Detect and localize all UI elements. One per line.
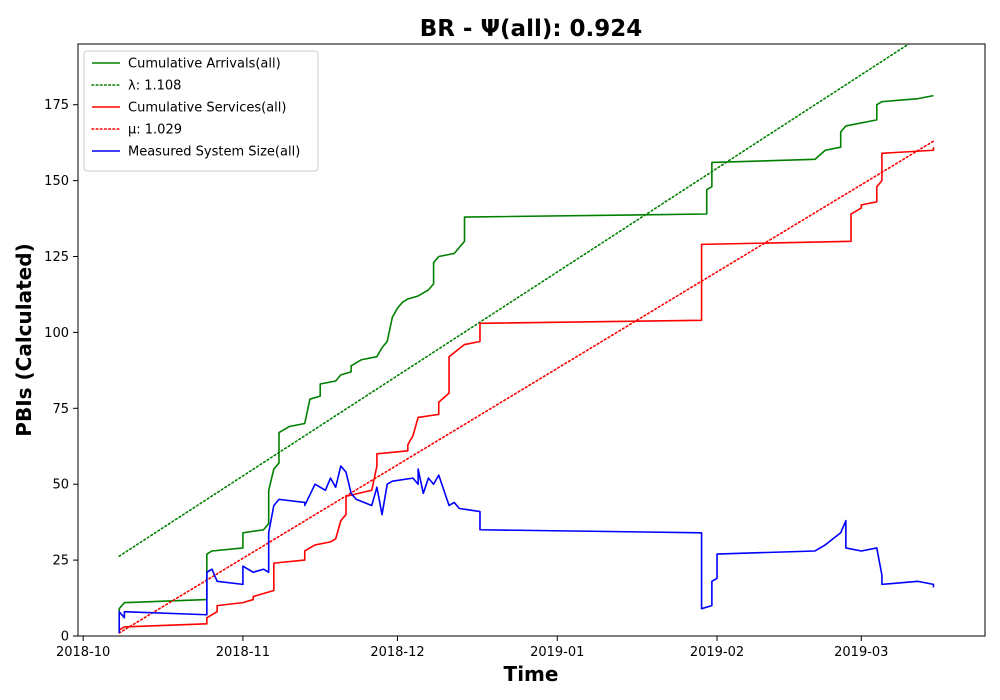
legend-box (83, 50, 319, 172)
y-tick-label: 0 (61, 630, 69, 645)
x-axis: 2018-10 2018-11 2018-12 2019-01 2019-02 2019-… (56, 636, 888, 660)
x-tick-label: 2019-02 (690, 645, 744, 660)
legend: Cumulative Arrivals(all) λ: 1.108 Cumulati… (83, 50, 319, 172)
y-tick-label: 75 (52, 402, 69, 417)
series-line-0-cumulative-arrivals-all (118, 94, 934, 618)
x-tick-label: 2019-01 (530, 645, 584, 660)
plot-area (118, 44, 935, 634)
legend-label-3: μ: 1.029 (128, 123, 182, 138)
y-axis-label: PBIs (Calculated) (12, 243, 36, 436)
series-line-1-1-108 (118, 44, 911, 557)
y-tick-label: 150 (44, 174, 69, 189)
legend-label-1: λ: 1.108 (128, 79, 181, 94)
x-tick-label: 2018-11 (216, 645, 270, 660)
y-tick-label: 50 (52, 478, 69, 493)
x-tick-label: 2018-10 (56, 645, 110, 660)
plot-frame (77, 43, 986, 637)
y-tick-label: 175 (44, 98, 69, 113)
y-tick-label: 125 (44, 250, 69, 265)
chart-title: BR - Ψ(all): 0.924 (420, 16, 643, 42)
series-line-4-measured-system-size-all (118, 465, 935, 633)
y-tick-label: 100 (44, 326, 69, 341)
y-axis: 0 25 50 75 100 125 150 175 (44, 98, 78, 645)
legend-label-0: Cumulative Arrivals(all) (128, 57, 281, 72)
x-tick-label: 2018-12 (370, 645, 424, 660)
legend-label-2: Cumulative Services(all) (128, 101, 286, 116)
series-line-3-1-029 (118, 140, 935, 634)
series-line-2-cumulative-services-all (118, 147, 935, 633)
y-tick-label: 25 (52, 554, 69, 569)
legend-label-4: Measured System Size(all) (128, 145, 300, 160)
x-tick-label: 2019-03 (834, 645, 888, 660)
x-axis-label: Time (504, 662, 559, 686)
